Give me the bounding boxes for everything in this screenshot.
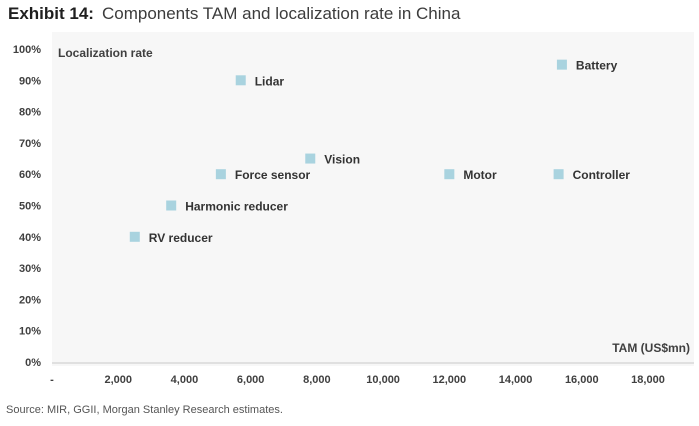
x-tick-label: - — [50, 374, 54, 386]
y-tick-label: 0% — [25, 357, 41, 369]
point-label: Harmonic reducer — [185, 200, 288, 214]
y-tick-label: 100% — [13, 44, 41, 56]
y-tick-label: 70% — [19, 138, 41, 150]
point-marker — [215, 169, 226, 180]
y-tick-label: 10% — [19, 326, 41, 338]
x-tick-label: 2,000 — [104, 374, 132, 386]
x-tick-label: 4,000 — [171, 374, 199, 386]
point-label: Lidar — [255, 74, 285, 88]
plot-area — [52, 32, 694, 366]
x-tick-label: 16,000 — [565, 374, 599, 386]
y-tick-label: 40% — [19, 232, 41, 244]
x-axis-label: TAM (US$mn) — [612, 341, 690, 355]
point-label: Motor — [463, 168, 497, 182]
x-tick-label: 12,000 — [433, 374, 467, 386]
y-tick-label: 50% — [19, 201, 41, 213]
point-marker — [129, 231, 140, 242]
point-marker — [556, 59, 567, 70]
point-marker — [553, 169, 564, 180]
point-marker — [235, 75, 246, 86]
point-label: Controller — [573, 168, 631, 182]
point-marker — [305, 153, 316, 164]
point-label: RV reducer — [149, 231, 213, 245]
y-tick-label: 30% — [19, 263, 41, 275]
x-tick-label: 18,000 — [631, 374, 665, 386]
y-tick-label: 60% — [19, 169, 41, 181]
y-tick-label: 20% — [19, 294, 41, 306]
point-label: Vision — [324, 153, 360, 167]
point-marker — [444, 169, 455, 180]
source-note: Source: MIR, GGII, Morgan Stanley Resear… — [6, 404, 283, 416]
y-axis-ticks: 0% 10% 20% 30% 40% 50% 60% 70% 80% 90% 100% — [13, 44, 41, 369]
y-tick-label: 90% — [19, 75, 41, 87]
x-tick-label: 10,000 — [366, 374, 400, 386]
y-tick-label: 80% — [19, 107, 41, 119]
x-tick-label: 14,000 — [499, 374, 533, 386]
data-points: Battery Lidar Vision Force sensor Motor Contr… — [129, 59, 631, 245]
y-axis-label: Localization rate — [58, 46, 153, 60]
point-marker — [166, 200, 177, 211]
x-tick-label: 6,000 — [237, 374, 265, 386]
x-axis-ticks: - 2,000 4,000 6,000 8,000 10,000 12,000 14,000 1… — [50, 374, 665, 386]
point-label: Force sensor — [235, 168, 311, 182]
exhibit-title: Components TAM and localization rate in … — [101, 4, 461, 23]
exhibit-label: Exhibit 14: — [8, 4, 94, 23]
chart-title: Exhibit 14: Components TAM and localizati… — [8, 4, 460, 24]
x-tick-label: 8,000 — [303, 374, 331, 386]
point-label: Battery — [576, 59, 618, 73]
